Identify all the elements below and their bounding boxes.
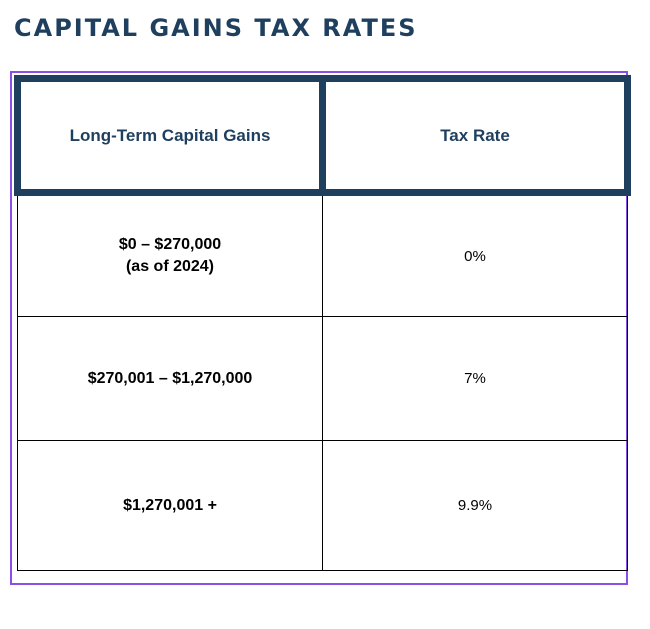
bracket-text: $0 – $270,000 (as of 2024)	[18, 236, 322, 278]
table-row: $0 – $270,000 (as of 2024) 0%	[17, 192, 628, 317]
header-tax-rate: Tax Rate	[319, 75, 631, 196]
bracket-cell: $270,001 – $1,270,000	[17, 316, 323, 441]
bracket-cell: $1,270,001 +	[17, 440, 323, 571]
bracket-note: (as of 2024)	[125, 258, 215, 275]
bracket-cell: $0 – $270,000 (as of 2024)	[17, 192, 323, 317]
bracket-range: $1,270,001 +	[123, 496, 217, 514]
bracket-range: $0 – $270,000	[118, 236, 222, 253]
table-row: $1,270,001 + 9.9%	[17, 440, 628, 571]
page-title: CAPITAL GAINS TAX RATES	[14, 14, 418, 42]
rate-cell: 0%	[322, 192, 628, 317]
tax-rates-table: Long-Term Capital Gains Tax Rate $0 – $2…	[14, 75, 631, 571]
bracket-range: $270,001 – $1,270,000	[87, 369, 253, 387]
tax-rates-table-frame: Long-Term Capital Gains Tax Rate $0 – $2…	[10, 71, 631, 585]
header-long-term-capital-gains: Long-Term Capital Gains	[14, 75, 326, 196]
table-row: $270,001 – $1,270,000 7%	[17, 316, 628, 441]
rate-value: 9.9%	[457, 497, 493, 514]
table-header-row: Long-Term Capital Gains Tax Rate	[14, 75, 631, 196]
rate-value: 7%	[464, 370, 486, 387]
rate-cell: 9.9%	[322, 440, 628, 571]
rate-value: 0%	[464, 247, 486, 265]
rate-cell: 7%	[322, 316, 628, 441]
